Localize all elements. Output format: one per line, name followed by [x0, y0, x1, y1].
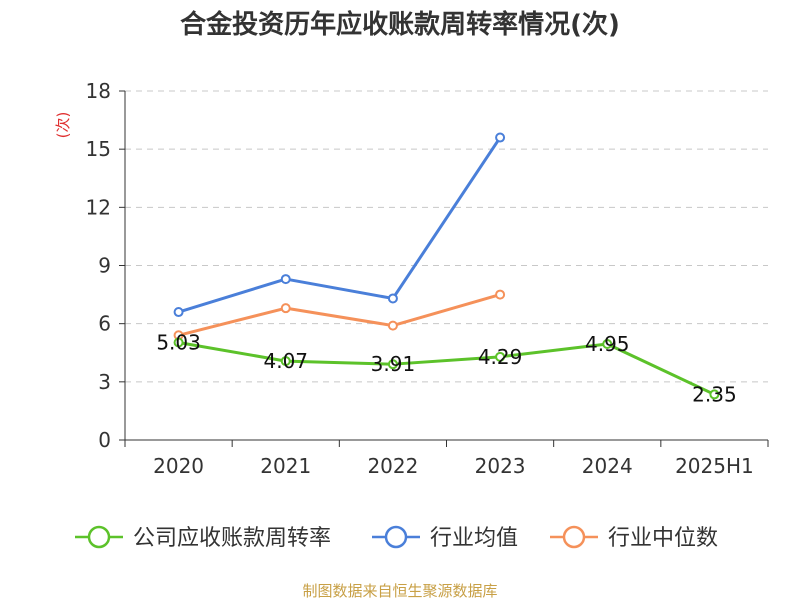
data-label: 5.03 [156, 330, 201, 354]
y-tick-label: 9 [98, 254, 111, 278]
legend: 公司应收账款周转率 行业均值 行业中位数 [75, 525, 718, 551]
data-point [387, 320, 398, 331]
y-tick-label: 18 [86, 79, 111, 103]
y-tick-label: 6 [98, 312, 111, 336]
series-line [178, 136, 502, 314]
axes: 0 3 6 9 12 15 18 2020 2021 2022 2023 2024 2025H1 [86, 79, 769, 478]
source-note: 制图数据来自恒生聚源数据库 [302, 582, 497, 600]
data-labels: 5.03 4.07 3.91 4.29 4.95 2.35 [156, 330, 736, 406]
data-point [495, 289, 506, 300]
y-axis-label: (次) [54, 112, 72, 139]
series-line [178, 340, 716, 396]
data-point [495, 351, 506, 362]
x-tick-label: 2024 [582, 454, 633, 478]
data-point [280, 274, 291, 285]
legend-label: 行业均值 [430, 526, 518, 551]
gridlines [125, 90, 768, 383]
legend-swatch-marker [87, 525, 111, 549]
legend-label: 公司应收账款周转率 [133, 526, 331, 551]
x-tick-label: 2021 [260, 454, 311, 478]
x-tick-label: 2023 [475, 454, 526, 478]
data-point [495, 132, 506, 143]
data-point [173, 337, 184, 348]
data-point [602, 339, 613, 350]
y-tick-label: 3 [98, 370, 111, 394]
data-point [387, 359, 398, 370]
data-point [280, 303, 291, 314]
legend-label: 行业中位数 [608, 526, 718, 551]
chart-title: 合金投资历年应收账款周转率情况(次) [180, 9, 620, 40]
data-label: 4.29 [478, 345, 523, 369]
data-point [280, 356, 291, 367]
x-tick-label: 2025H1 [675, 454, 754, 478]
series-line [178, 293, 501, 337]
y-tick-label: 12 [86, 195, 111, 219]
data-label: 3.91 [371, 352, 416, 376]
data-label: 2.35 [692, 382, 737, 406]
data-point [709, 389, 720, 400]
series-layer [173, 132, 720, 400]
x-tick-label: 2020 [153, 454, 204, 478]
legend-swatch-marker [384, 525, 408, 549]
data-label: 4.07 [263, 349, 308, 373]
y-tick-label: 15 [86, 137, 111, 161]
data-point [387, 293, 398, 304]
legend-swatch-marker [562, 525, 586, 549]
y-tick-label: 0 [98, 428, 111, 452]
data-point [173, 307, 184, 318]
x-tick-label: 2022 [367, 454, 418, 478]
data-label: 4.95 [585, 332, 630, 356]
